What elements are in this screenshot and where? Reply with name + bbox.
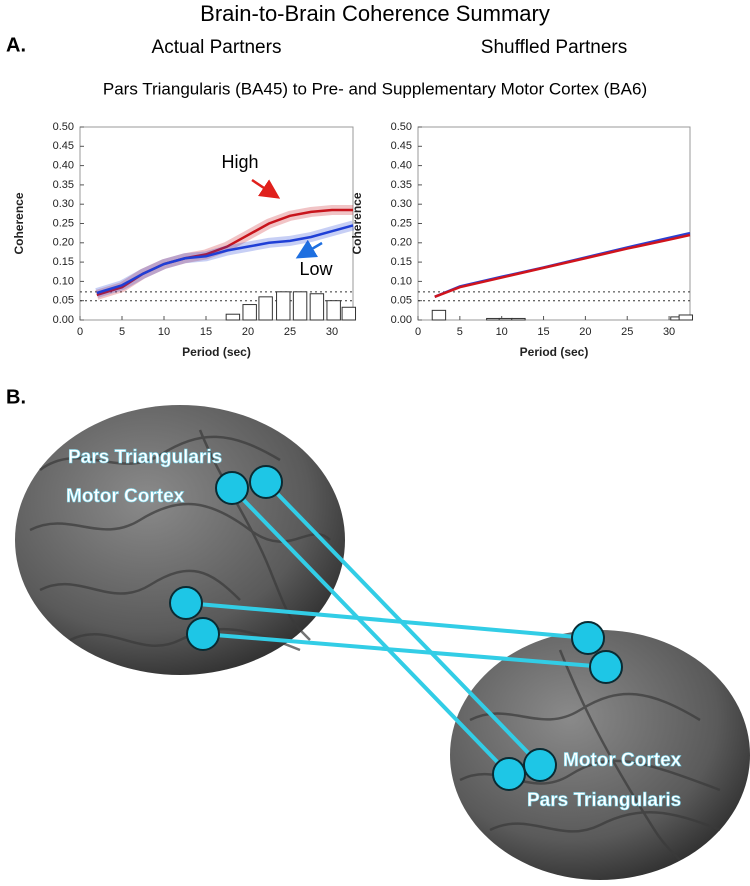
x-axis-label: Period (sec) [520,345,589,359]
region-label: Pars Triangularis [527,790,681,811]
y-tick-label: 0.30 [53,198,74,210]
bar [511,317,526,321]
y-tick-label: 0.50 [53,121,74,133]
bar [326,300,341,321]
y-tick-label: 0.50 [391,121,412,133]
y-tick-label: 0.40 [53,160,74,172]
y-tick-label: 0.00 [391,314,412,326]
x-tick-label: 10 [496,326,508,338]
y-tick-label: 0.20 [391,237,412,249]
y-tick-label: 0.20 [53,237,74,249]
chart-title: Shuffled Partners [481,37,627,58]
series-line [96,224,354,295]
bar [276,291,291,321]
series-annotation: High [221,152,258,172]
y-tick-label: 0.10 [53,275,74,287]
x-tick-label: 20 [242,326,254,338]
bar [678,314,694,321]
bar [341,306,357,321]
x-tick-label: 5 [457,326,463,338]
bar [486,317,501,321]
bar [258,296,273,321]
y-tick-label: 0.45 [53,140,74,152]
y-tick-label: 0.35 [53,179,74,191]
x-tick-label: 0 [415,326,421,338]
bar [309,293,325,321]
series-annotation: Low [299,259,333,279]
bar [225,313,241,321]
annotation-arrow [295,239,323,259]
y-tick-label: 0.05 [53,295,74,307]
y-tick-label: 0.15 [53,256,74,268]
bar [498,317,514,321]
y-axis-label: Coherence [12,192,26,254]
y-tick-label: 0.15 [391,256,412,268]
chart-title: Actual Partners [152,37,282,58]
annotation-arrow [251,178,281,199]
x-tick-label: 10 [158,326,170,338]
panel-label: B. [6,386,26,408]
y-tick-label: 0.45 [391,140,412,152]
bar [431,309,447,321]
brain [450,630,750,880]
x-tick-label: 15 [200,326,212,338]
x-tick-label: 30 [663,326,675,338]
x-tick-label: 25 [621,326,633,338]
y-tick-label: 0.25 [391,217,412,229]
region-markers [169,465,623,791]
y-tick-label: 0.40 [391,160,412,172]
x-tick-label: 15 [537,326,549,338]
panel-label: A. [6,34,26,56]
y-tick-label: 0.35 [391,179,412,191]
x-tick-label: 5 [119,326,125,338]
figure-title: Brain-to-Brain Coherence Summary [200,1,550,26]
y-tick-label: 0.10 [391,275,412,287]
x-tick-label: 25 [284,326,296,338]
series-line [434,233,691,299]
x-tick-label: 20 [579,326,591,338]
x-tick-label: 30 [326,326,338,338]
plot-area [417,126,691,321]
brain-diagram: Pars Triangularis Motor Cortex Motor Cor… [15,405,750,880]
x-tick-label: 0 [77,326,83,338]
bar [292,291,308,321]
x-axis-label: Period (sec) [182,345,251,359]
y-tick-label: 0.05 [391,295,412,307]
connection-lines [185,480,607,776]
bar [242,304,257,321]
subtitle: Pars Triangularis (BA45) to Pre- and Sup… [103,79,647,98]
region-label: Motor Cortex [563,750,682,771]
y-tick-label: 0.25 [53,217,74,229]
brain-texture [29,429,721,861]
region-label: Motor Cortex [66,486,185,507]
region-label: Pars Triangularis [68,447,222,468]
y-axis-label: Coherence [350,192,364,254]
y-tick-label: 0.00 [53,314,74,326]
y-tick-label: 0.30 [391,198,412,210]
